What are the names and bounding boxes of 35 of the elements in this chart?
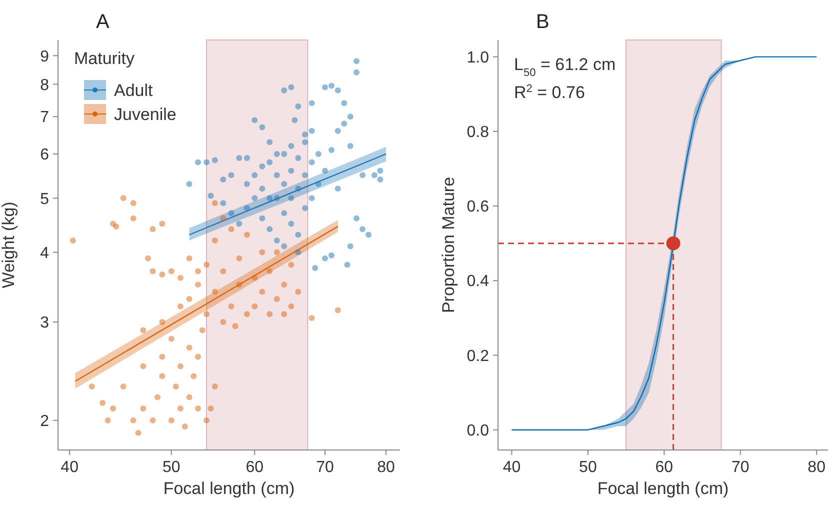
y-axis-title: Weight (kg) xyxy=(0,202,18,288)
y-tick-label: 7 xyxy=(40,109,50,126)
x-axis-title: Focal length (cm) xyxy=(163,479,295,498)
x-tick-label: 40 xyxy=(502,459,521,476)
x-tick-label: 60 xyxy=(655,459,674,476)
x-tick-label: 80 xyxy=(808,459,826,476)
x-axis-title: Focal length (cm) xyxy=(597,479,729,498)
y-tick-label: 0.8 xyxy=(466,124,490,141)
x-tick-label: 40 xyxy=(60,459,79,476)
y-tick-label: 0.6 xyxy=(466,198,490,216)
legend-label: Juvenile xyxy=(114,105,176,124)
y-tick-label: 0.4 xyxy=(466,273,490,290)
y-tick-label: 3 xyxy=(40,314,50,332)
y-tick-label: 0.2 xyxy=(466,348,490,365)
y-tick-label: 0.0 xyxy=(466,422,490,440)
y-tick-label: 9 xyxy=(40,48,50,66)
x-tick-label: 60 xyxy=(246,459,264,476)
y-tick-label: 6 xyxy=(40,146,50,164)
legend-title: Maturity xyxy=(74,49,135,68)
legend-label: Adult xyxy=(114,81,154,100)
y-tick-label: 2 xyxy=(40,412,50,430)
annotation: L$_{50}$ = 61.2 cm xyxy=(514,55,616,79)
chart-title: A xyxy=(96,11,110,33)
x-tick-label: 70 xyxy=(316,459,334,476)
y-axis-title: Proportion Mature xyxy=(439,176,458,314)
x-tick-label: 50 xyxy=(579,459,597,476)
x-tick-label: 50 xyxy=(162,459,180,476)
chart-title: B xyxy=(536,11,550,33)
y-tick-label: 8 xyxy=(40,76,50,94)
x-tick-label: 80 xyxy=(377,459,395,476)
x-tick-label: 70 xyxy=(731,459,750,476)
y-tick-label: 4 xyxy=(40,244,50,262)
annotation: R$^{2}$ = 0.76 xyxy=(514,83,585,102)
y-tick-label: 1.0 xyxy=(466,49,490,66)
y-tick-label: 5 xyxy=(40,190,50,208)
